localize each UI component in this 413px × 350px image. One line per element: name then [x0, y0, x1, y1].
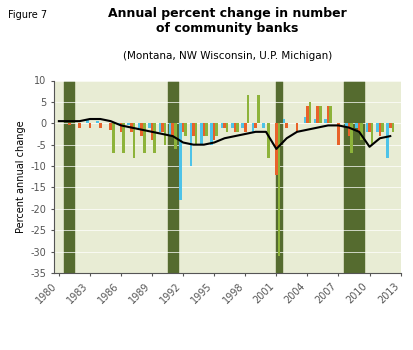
Bar: [319, 106, 322, 123]
Bar: [267, 123, 270, 158]
Bar: [371, 123, 373, 145]
Bar: [210, 123, 213, 145]
Bar: [376, 123, 379, 132]
Bar: [379, 123, 381, 136]
Bar: [164, 123, 166, 145]
Bar: [223, 123, 226, 127]
Bar: [200, 123, 202, 145]
Bar: [148, 123, 151, 127]
Bar: [330, 106, 332, 123]
Bar: [314, 119, 316, 123]
Bar: [168, 80, 178, 273]
Bar: [130, 123, 133, 132]
Bar: [355, 123, 358, 127]
Bar: [254, 123, 257, 127]
Bar: [275, 123, 278, 175]
Bar: [112, 123, 114, 153]
Bar: [361, 123, 363, 140]
Bar: [185, 123, 187, 136]
Bar: [278, 123, 280, 256]
Bar: [276, 80, 282, 273]
Bar: [350, 123, 353, 153]
Bar: [202, 123, 205, 136]
Bar: [169, 123, 171, 136]
Bar: [213, 123, 216, 140]
Bar: [128, 123, 130, 125]
Bar: [257, 96, 259, 123]
Bar: [392, 123, 394, 132]
Text: Annual percent change in number
of community banks: Annual percent change in number of commu…: [108, 7, 347, 35]
Bar: [182, 123, 185, 132]
Bar: [64, 80, 74, 273]
Bar: [221, 123, 223, 127]
Bar: [153, 123, 156, 153]
Bar: [195, 123, 197, 145]
Bar: [381, 123, 384, 132]
Bar: [151, 123, 153, 140]
Bar: [283, 119, 285, 123]
Bar: [68, 123, 71, 125]
Bar: [133, 123, 135, 158]
Bar: [324, 119, 327, 123]
Bar: [345, 123, 347, 127]
Bar: [285, 123, 288, 127]
Bar: [179, 123, 182, 200]
Bar: [241, 123, 244, 127]
Bar: [159, 123, 161, 132]
Bar: [252, 123, 254, 132]
Bar: [78, 123, 81, 127]
Y-axis label: Percent annual change: Percent annual change: [16, 120, 26, 233]
Text: (Montana, NW Wisconsin, U.P. Michigan): (Montana, NW Wisconsin, U.P. Michigan): [123, 51, 332, 61]
Bar: [99, 123, 102, 127]
Bar: [304, 117, 306, 123]
Bar: [226, 123, 228, 132]
Bar: [358, 123, 361, 132]
Bar: [344, 80, 364, 273]
Bar: [309, 102, 311, 123]
Bar: [327, 106, 330, 123]
Bar: [117, 123, 120, 125]
Bar: [337, 123, 340, 145]
Bar: [109, 123, 112, 130]
Bar: [140, 123, 143, 136]
Bar: [247, 96, 249, 123]
Bar: [244, 123, 247, 132]
Bar: [234, 123, 236, 132]
Bar: [161, 123, 164, 132]
Bar: [171, 123, 174, 136]
Bar: [366, 123, 368, 132]
Bar: [143, 123, 146, 153]
Bar: [192, 123, 195, 136]
Bar: [96, 121, 99, 123]
Bar: [138, 123, 140, 127]
Bar: [89, 123, 91, 127]
Bar: [122, 123, 125, 153]
Bar: [236, 123, 239, 132]
Text: Figure 7: Figure 7: [8, 10, 47, 21]
Bar: [86, 119, 89, 123]
Bar: [368, 123, 371, 132]
Bar: [306, 106, 309, 123]
Bar: [389, 123, 392, 127]
Bar: [231, 123, 234, 127]
Bar: [316, 106, 319, 123]
Bar: [216, 123, 218, 136]
Bar: [190, 123, 192, 166]
Bar: [120, 123, 122, 132]
Bar: [174, 123, 177, 149]
Bar: [347, 123, 350, 136]
Bar: [205, 123, 208, 136]
Bar: [262, 123, 265, 127]
Bar: [387, 123, 389, 158]
Bar: [296, 123, 298, 132]
